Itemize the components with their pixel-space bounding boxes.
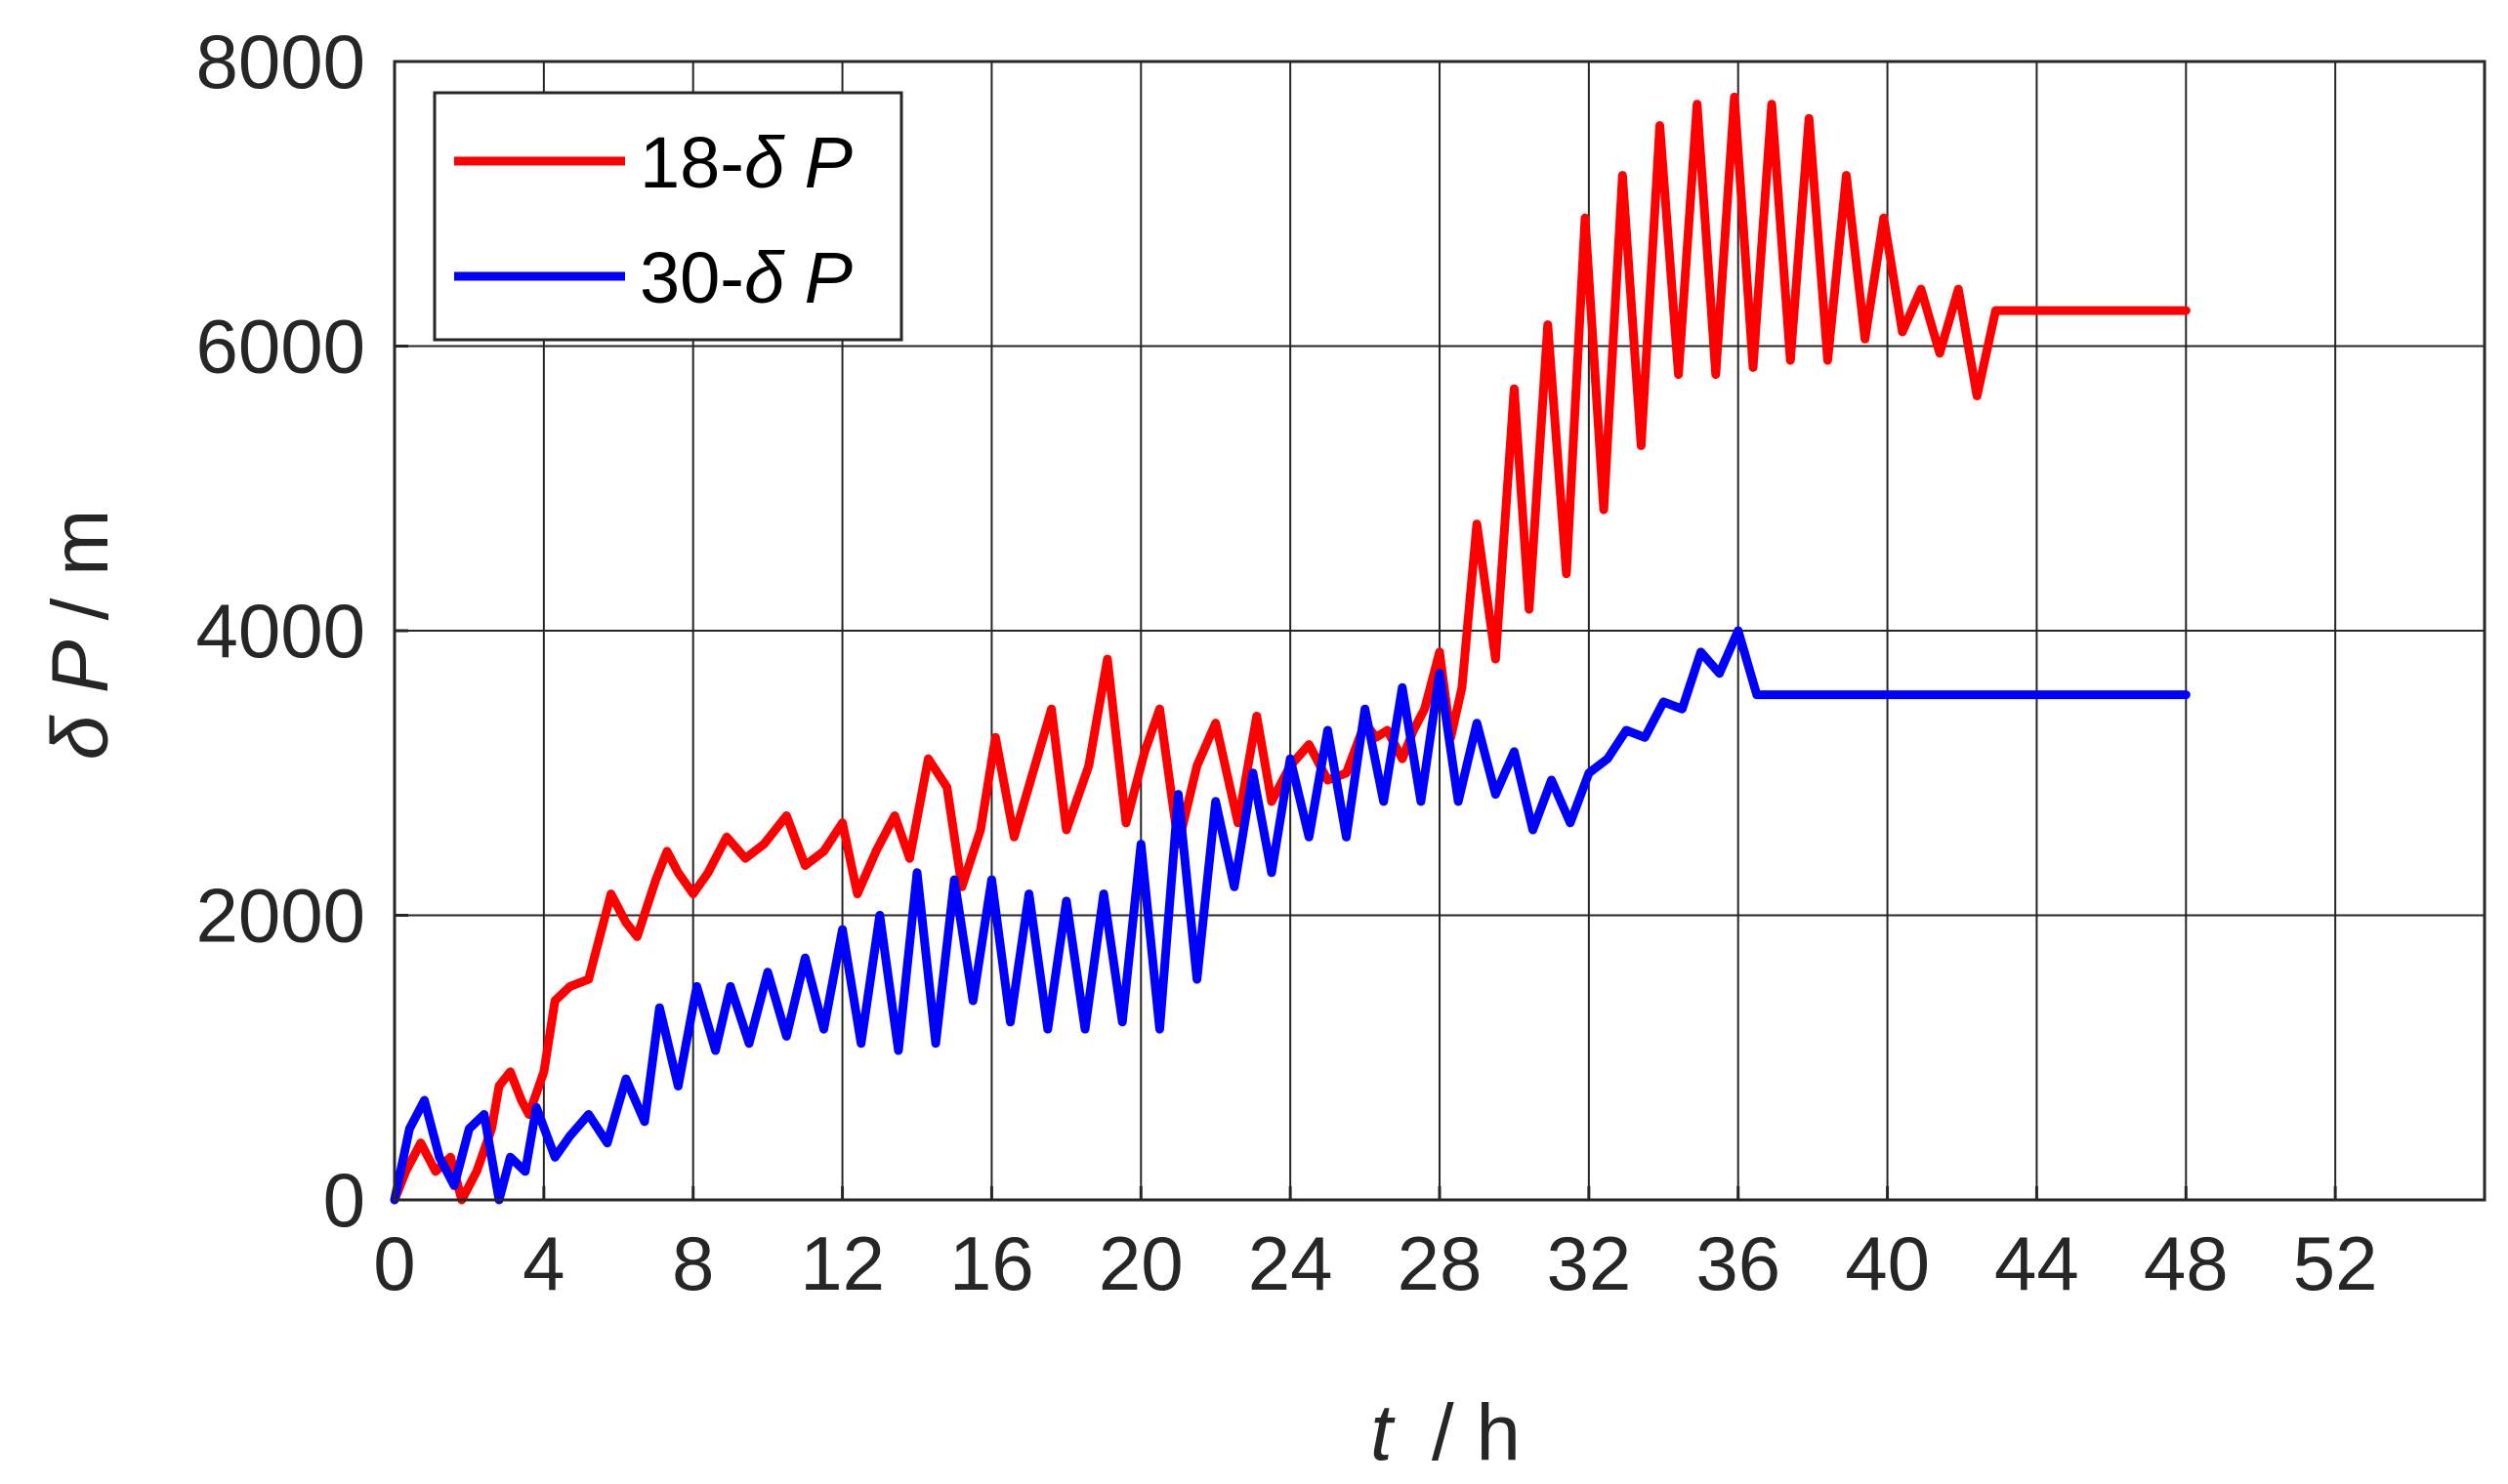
- series-layer: [390, 92, 2191, 1205]
- y-ticks: 0 2000 4000 6000 8000: [195, 19, 408, 1243]
- y-tick-label: 8000: [195, 19, 365, 104]
- x-tick-label: 48: [2144, 1220, 2229, 1306]
- x-tick-label: 8: [672, 1220, 714, 1306]
- x-axis-label: t / h: [1370, 1388, 1521, 1477]
- legend-box: [433, 91, 903, 342]
- x-axis-variable: t: [1370, 1388, 1396, 1477]
- x-tick-label: 32: [1546, 1220, 1631, 1306]
- y-tick-label: 4000: [195, 588, 365, 674]
- x-tick-label: 4: [522, 1220, 564, 1306]
- legend-prefix-30: 30-: [640, 237, 744, 318]
- legend-symbol-18: δ P: [744, 122, 853, 203]
- legend-label-30: 30-δ P: [640, 237, 853, 318]
- x-tick-label: 52: [2293, 1220, 2378, 1306]
- legend-symbol-30: δ P: [744, 237, 853, 318]
- x-tick-label: 16: [949, 1220, 1034, 1306]
- x-tick-label: 28: [1398, 1220, 1483, 1306]
- x-tick-label: 24: [1248, 1220, 1333, 1306]
- y-tick-label: 0: [323, 1157, 365, 1243]
- y-tick-label: 6000: [195, 304, 365, 390]
- x-tick-label: 0: [373, 1220, 415, 1306]
- series-line-30: [390, 626, 2191, 1205]
- x-tick-label: 36: [1695, 1220, 1780, 1306]
- x-tick-label: 12: [800, 1220, 885, 1306]
- x-ticks: 0 4 8 12 16 20 24 28 32 36 40 44 48 52: [373, 1186, 2378, 1306]
- y-axis-variable: δ P: [36, 639, 125, 760]
- series-line-18: [390, 92, 2191, 1205]
- x-tick-label: 20: [1099, 1220, 1184, 1306]
- x-tick-label: 44: [1994, 1220, 2079, 1306]
- legend-prefix-18: 18-: [640, 122, 744, 203]
- x-axis-unit: / h: [1432, 1388, 1521, 1477]
- x-tick-label: 40: [1845, 1220, 1930, 1306]
- y-axis-unit: / m: [36, 510, 125, 621]
- y-tick-label: 2000: [195, 873, 365, 959]
- legend-label-18: 18-δ P: [640, 122, 853, 203]
- y-axis-label: δ P / m: [36, 510, 125, 761]
- legend: 18-δ P 30-δ P: [433, 91, 903, 342]
